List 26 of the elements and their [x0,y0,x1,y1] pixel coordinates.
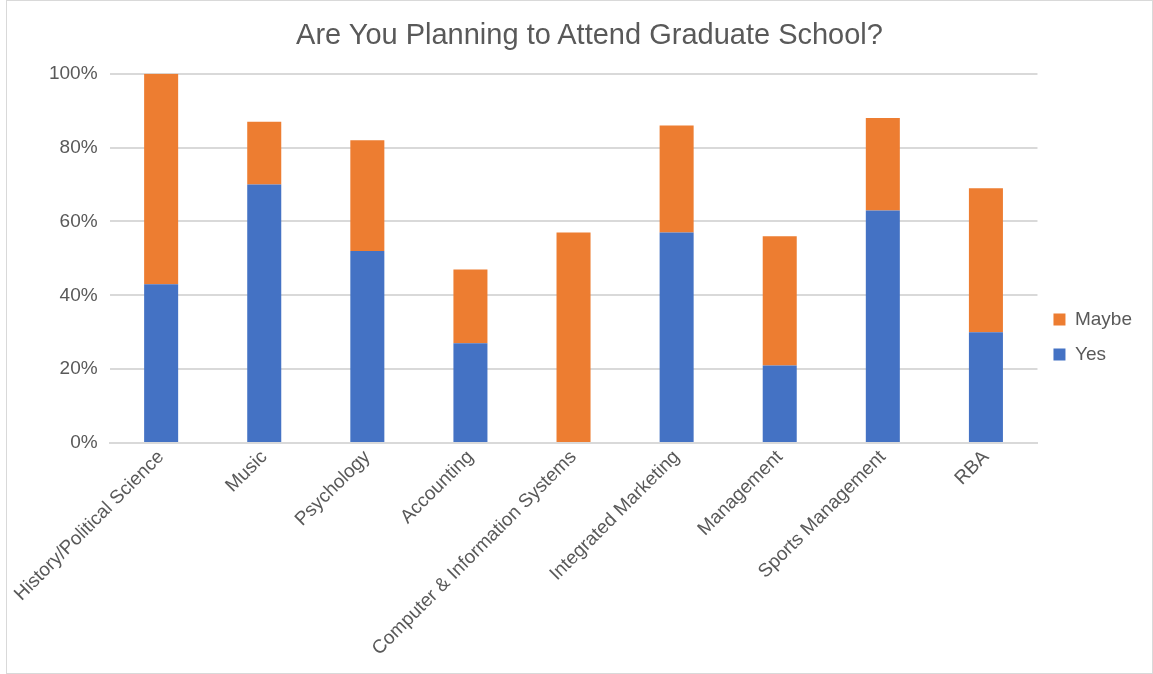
bar [556,232,591,443]
bar [350,251,385,443]
legend-label: Yes [1074,342,1106,364]
bar [453,343,488,443]
y-tick-label: 0% [70,431,98,453]
bar [659,125,694,233]
bar [968,188,1003,333]
bar [762,365,797,443]
y-tick-label: 100% [48,62,98,84]
bar [247,184,282,443]
bar [762,236,797,366]
y-tick-label: 20% [59,357,98,379]
bar [350,140,385,252]
bar [865,118,900,211]
y-tick-label: 80% [59,135,98,157]
bar [865,210,900,443]
chart-title: Are You Planning to Attend Graduate School? [296,18,883,51]
bar [453,269,488,344]
bar [144,284,179,443]
bar [659,232,694,443]
bar [968,332,1003,443]
bar [144,73,179,285]
legend-label: Maybe [1074,307,1132,329]
y-tick-label: 40% [59,283,98,305]
bar [247,121,282,185]
y-tick-label: 60% [59,209,98,231]
